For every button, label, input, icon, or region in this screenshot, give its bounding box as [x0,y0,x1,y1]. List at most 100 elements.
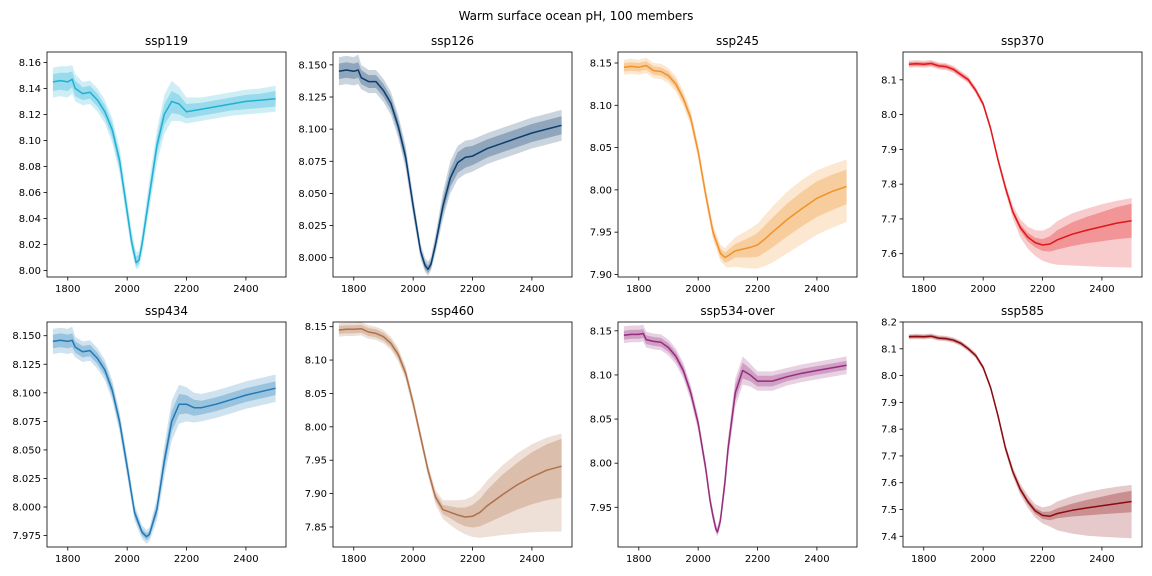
y-tick-label: 8.15 [305,322,327,333]
y-tick-label: 7.8 [881,425,897,436]
y-tick-label: 8.1 [881,75,897,86]
plot-area [52,65,276,270]
outer-range-band [52,326,276,544]
y-tick-label: 7.5 [881,505,897,516]
figure-title: Warm surface ocean pH, 100 members [458,9,694,23]
x-tick-label: 2000 [685,284,710,295]
axes-frame [902,321,1143,548]
y-tick-label: 8.00 [590,459,612,470]
outer-range-band [908,333,1132,539]
y-tick-label: 8.000 [12,503,41,514]
x-tick-label: 2200 [745,554,770,565]
x-tick-label: 1800 [55,284,80,295]
median-line [52,78,276,264]
chart-panel-ssp126: 1800 2000 2200 2400 8.000 8.025 8.050 8.075 8.10… [298,34,573,295]
x-tick-label: 1800 [341,554,366,565]
axes-frame [902,51,1143,278]
x-tick-label: 2000 [114,284,139,295]
y-tick-label: 8.12 [19,110,41,121]
x-tick-label: 2000 [970,554,995,565]
y-tick-label: 8.0 [881,110,897,121]
y-tick-label: 8.150 [12,331,41,342]
chart-panel-ssp585: 1800 2000 2200 2400 7.4 7.5 7.6 7.7 7.8 7.9 8.0 8.1… [881,304,1143,565]
panel-title: ssp370 [1001,34,1044,48]
inner-range-band [52,333,276,541]
panel-title: ssp119 [145,34,188,48]
y-tick-label: 8.125 [12,360,41,371]
x-tick-label: 2400 [519,554,544,565]
plot-area [52,326,276,544]
x-tick-label: 2400 [1089,284,1114,295]
x-tick-label: 2400 [233,554,258,565]
x-tick-label: 2200 [1030,284,1055,295]
x-tick-label: 2400 [233,284,258,295]
axes-frame [46,321,287,548]
y-tick-label: 8.050 [12,445,41,456]
y-tick-label: 7.975 [12,531,41,542]
inner-range-band [623,61,847,263]
plot-area [338,54,562,276]
axes-frame [617,51,858,278]
x-tick-label: 1800 [626,554,651,565]
x-tick-label: 2000 [114,554,139,565]
panel-title: ssp585 [1001,304,1044,318]
y-tick-label: 8.06 [19,188,41,199]
y-tick-label: 7.7 [881,214,897,225]
inner-range-band [908,61,1132,252]
y-tick-label: 8.075 [298,157,327,168]
chart-panel-ssp119: 1800 2000 2200 2400 8.00 8.02 8.04 8.06 8.08 8.10… [19,34,287,295]
chart-panel-ssp245: 1800 2000 2200 2400 7.90 7.95 8.00 8.05 8.10 8.15… [590,34,858,295]
y-tick-label: 8.16 [19,58,41,69]
y-tick-label: 8.00 [19,266,41,277]
plot-area [623,57,847,269]
x-tick-label: 1800 [55,554,80,565]
x-tick-label: 2400 [804,554,829,565]
x-tick-label: 1800 [341,284,366,295]
chart-panel-ssp434: 1800 2000 2200 2400 7.975 8.000 8.025 8.050 8.07… [12,304,287,565]
y-tick-label: 8.050 [298,189,327,200]
outer-range-band [623,324,847,537]
y-tick-label: 7.8 [881,180,897,191]
panel-title: ssp434 [145,304,188,318]
x-tick-label: 1800 [911,284,936,295]
x-tick-label: 2000 [685,554,710,565]
x-tick-label: 1800 [911,554,936,565]
y-tick-label: 8.10 [590,370,612,381]
median-line [908,335,1132,517]
plot-area [908,333,1132,539]
y-tick-label: 8.100 [298,125,327,136]
y-tick-label: 8.00 [305,422,327,433]
y-tick-label: 8.150 [298,60,327,71]
x-tick-label: 2200 [1030,554,1055,565]
plot-area [623,324,847,537]
y-tick-label: 7.9 [881,398,897,409]
median-line [623,332,847,533]
y-tick-label: 8.10 [19,136,41,147]
y-tick-label: 8.10 [590,101,612,112]
inner-range-band [623,329,847,535]
axes-frame [617,321,858,548]
median-line [338,69,562,271]
y-tick-label: 7.7 [881,451,897,462]
y-tick-label: 7.85 [305,522,327,533]
inner-range-band [908,334,1132,521]
x-tick-label: 2000 [970,284,995,295]
inner-range-band [338,324,562,528]
median-line [908,62,1132,246]
panel-title: ssp245 [716,34,759,48]
y-tick-label: 8.02 [19,240,41,251]
chart-panel-ssp534-over: 1800 2000 2200 2400 7.95 8.00 8.05 8.10 8.15 ssp5… [590,304,858,565]
x-tick-label: 2200 [460,554,485,565]
median-line [338,327,562,518]
outer-range-band [52,65,276,270]
panel-title: ssp534-over [700,304,774,318]
y-tick-label: 8.2 [881,318,897,329]
y-tick-label: 8.08 [19,162,41,173]
y-tick-label: 7.9 [881,145,897,156]
y-tick-label: 7.95 [590,228,612,239]
y-tick-label: 8.14 [19,84,41,95]
y-tick-label: 7.6 [881,478,897,489]
y-tick-label: 8.075 [12,417,41,428]
x-tick-label: 2400 [1089,554,1114,565]
y-tick-label: 8.04 [19,214,41,225]
